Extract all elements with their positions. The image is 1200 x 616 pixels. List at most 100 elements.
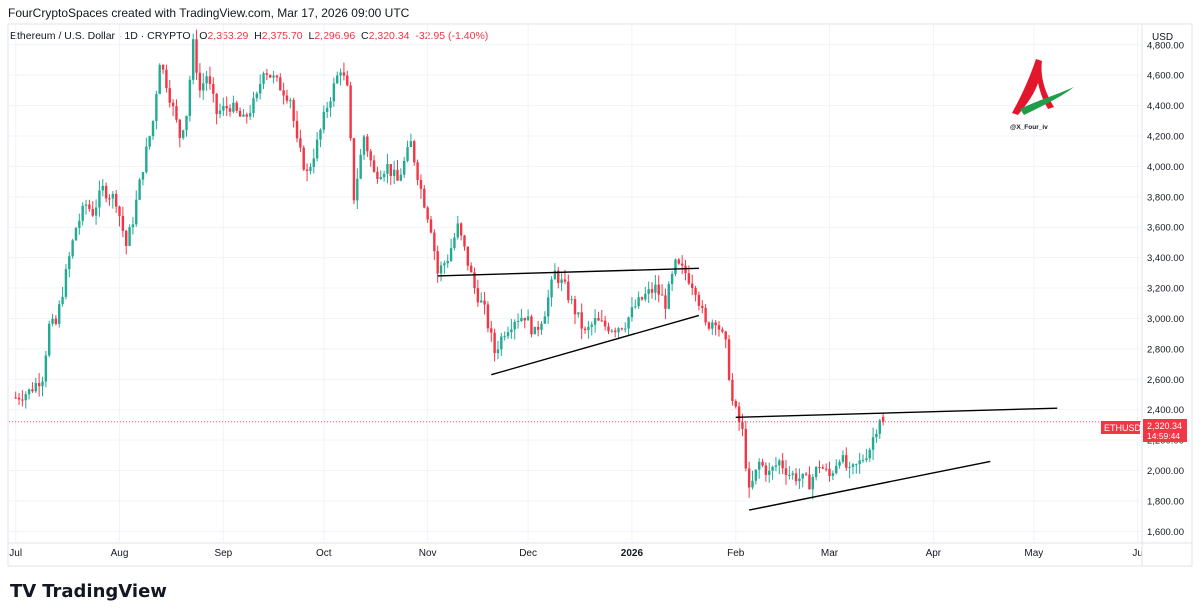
candle-body [741, 422, 744, 429]
candle-body [768, 470, 771, 475]
candle-body [285, 95, 289, 101]
candle-body [717, 325, 721, 330]
trendline-upper-2 [735, 407, 1058, 419]
candle-body [835, 465, 838, 474]
open-value: 2,353.29 [207, 30, 249, 42]
candle-body [151, 120, 155, 137]
candle-body [94, 207, 98, 216]
candle-body [784, 468, 788, 476]
candles-layer [14, 29, 885, 500]
candle-body [138, 179, 141, 200]
candle-body [845, 455, 848, 468]
candle-body [88, 204, 91, 209]
candle-body [402, 160, 406, 175]
candle-body [600, 320, 603, 322]
candle-body [851, 464, 855, 467]
candle-body [195, 39, 198, 73]
candle-body [74, 227, 78, 241]
tradingview-brand[interactable]: TV TradingView [10, 581, 167, 602]
candle-body [490, 328, 493, 333]
candle-body [131, 224, 135, 228]
candle-body [757, 461, 761, 470]
candle-body [707, 322, 711, 329]
candle-body [258, 83, 262, 94]
candle-body [111, 193, 115, 199]
candle-body [724, 331, 727, 340]
candle-body [640, 297, 644, 300]
candle-body [409, 141, 413, 147]
candle-body [54, 318, 58, 324]
candle-body [359, 154, 362, 179]
candle-body [242, 114, 245, 117]
price-tick-label: 1,600.00 [1147, 527, 1184, 538]
candle-body [426, 207, 429, 220]
candle-body [433, 232, 436, 252]
candle-body [774, 465, 778, 467]
candle-body [315, 139, 319, 159]
candle-body [788, 474, 791, 476]
candle-body [413, 141, 416, 163]
candle-body [191, 39, 195, 80]
grid-layer [9, 25, 1141, 542]
candle-body [178, 119, 182, 138]
candle-body [781, 460, 784, 469]
candle-body [406, 146, 409, 161]
candle-body [275, 75, 279, 78]
candle-body [496, 349, 500, 354]
candle-body [567, 281, 570, 301]
time-tick-label: May [1024, 548, 1043, 559]
candle-body [778, 460, 781, 466]
logo-letter-shape [1012, 59, 1054, 115]
candle-body [684, 265, 687, 274]
candle-body [878, 420, 881, 434]
candle-body [272, 75, 275, 78]
candle-body [282, 90, 285, 96]
candle-body [356, 178, 359, 201]
candle-body [677, 259, 681, 264]
candle-body [71, 240, 74, 257]
candle-body [721, 329, 724, 332]
candle-body [376, 171, 379, 179]
trendline-layer [9, 267, 1141, 511]
candle-body [44, 355, 48, 382]
candle-body [372, 160, 376, 172]
candle-body [47, 323, 51, 356]
candle-body [269, 74, 272, 78]
candle-body [118, 206, 121, 216]
low-value: 2,296.96 [314, 30, 356, 42]
candle-body [51, 318, 54, 324]
candle-body [734, 401, 737, 407]
candle-body [543, 316, 547, 324]
candle-body [125, 230, 128, 246]
candle-body [858, 460, 861, 465]
candle-body [744, 428, 748, 469]
candle-body [232, 102, 235, 112]
candle-body [480, 300, 483, 303]
candle-body [637, 297, 640, 307]
candle-body [101, 185, 104, 191]
candle-body [516, 321, 520, 323]
candle-body [536, 326, 540, 330]
candle-body [31, 389, 34, 392]
candle-body [801, 473, 804, 479]
candle-body [429, 219, 433, 233]
candle-body [513, 321, 516, 330]
candle-body [751, 480, 754, 488]
price-tick-label: 3,400.00 [1147, 253, 1184, 264]
candle-body [34, 383, 37, 392]
price-tick-label: 1,800.00 [1147, 496, 1184, 507]
candle-body [309, 166, 312, 171]
candle-body [610, 330, 614, 332]
candle-body [506, 332, 510, 337]
candle-body [486, 304, 490, 329]
time-tick-label: Jul [9, 548, 22, 559]
price-tag-symbol: ETHUSD [1104, 423, 1142, 433]
candle-body [714, 322, 717, 326]
candle-body [563, 279, 567, 282]
candle-body [312, 158, 315, 167]
candle-body [416, 162, 419, 181]
candle-body [21, 399, 24, 401]
candle-body [41, 381, 44, 387]
price-tag-symbol-bg [1101, 421, 1140, 434]
